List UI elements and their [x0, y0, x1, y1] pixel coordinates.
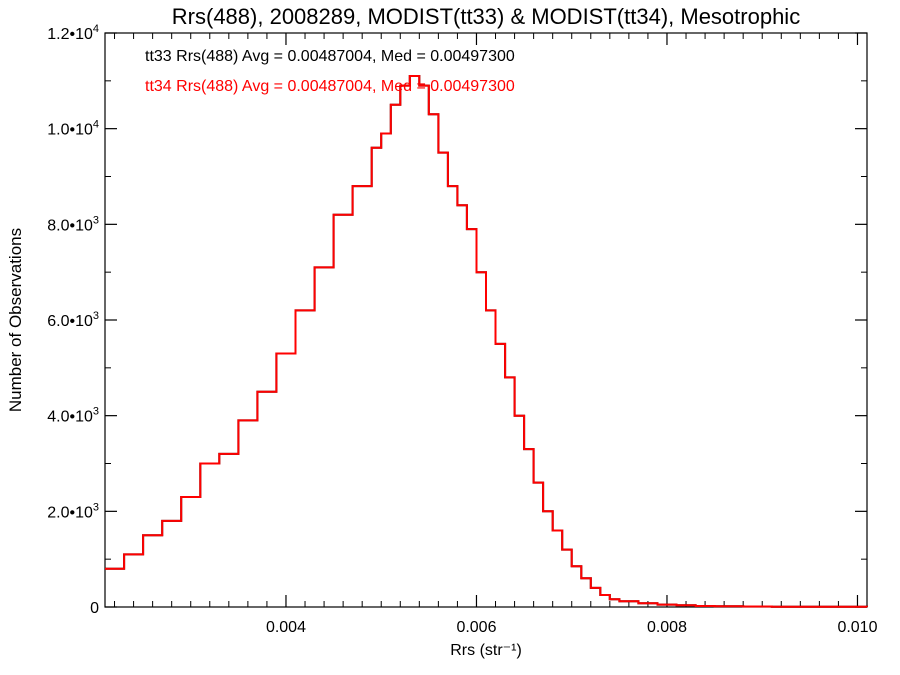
- y-tick-label-mantissa: 8.0•10: [47, 217, 93, 234]
- x-axis-ticks: 0.004 0.006 0.008 0.010: [114, 33, 878, 636]
- data-lines: [105, 75, 868, 608]
- annotation-tt34: tt34 Rrs(488) Avg = 0.00487004, Med = 0.…: [145, 78, 515, 95]
- y-tick-label-exponent: 3: [93, 406, 99, 418]
- annotation-tt33: tt33 Rrs(488) Avg = 0.00487004, Med = 0.…: [145, 48, 515, 65]
- series-line: [105, 75, 868, 608]
- y-tick-label-mantissa: 2.0•10: [47, 504, 93, 521]
- chart-title: Rrs(488), 2008289, MODIST(tt33) & MODIST…: [172, 4, 800, 29]
- y-tick-label-mantissa: 1.2•10: [47, 26, 93, 43]
- x-tick-label: 0.006: [456, 619, 496, 636]
- y-axis-label: Number of Observations: [6, 228, 25, 412]
- y-tick-label: 0: [90, 600, 99, 617]
- y-tick-label-mantissa: 1.0•10: [47, 122, 93, 139]
- x-tick-label: 0.004: [266, 619, 306, 636]
- series-line: [105, 75, 868, 608]
- y-tick-label-exponent: 4: [93, 23, 99, 35]
- y-tick-label-exponent: 3: [93, 310, 99, 322]
- y-tick-label-mantissa: 6.0•10: [47, 313, 93, 330]
- y-tick-label: 4.0•103: [47, 406, 99, 426]
- y-tick-label: 1.2•104: [47, 23, 99, 43]
- y-tick-label: 2.0•103: [47, 501, 99, 521]
- x-tick-label: 0.010: [837, 619, 877, 636]
- y-tick-label: 1.0•104: [47, 119, 99, 139]
- y-tick-label-mantissa: 0: [90, 600, 99, 617]
- plot-frame: [104, 32, 868, 608]
- x-axis-label: Rrs (str⁻¹): [450, 642, 522, 659]
- y-axis-ticks: 02.0•1034.0•1036.0•1038.0•1031.0•1041.2•…: [47, 23, 867, 617]
- y-tick-label-mantissa: 4.0•10: [47, 409, 93, 426]
- y-tick-label: 6.0•103: [47, 310, 99, 330]
- y-tick-label-exponent: 3: [93, 214, 99, 226]
- x-tick-label: 0.008: [647, 619, 687, 636]
- y-tick-label: 8.0•103: [47, 214, 99, 234]
- y-tick-label-exponent: 4: [93, 119, 99, 131]
- y-tick-label-exponent: 3: [93, 501, 99, 513]
